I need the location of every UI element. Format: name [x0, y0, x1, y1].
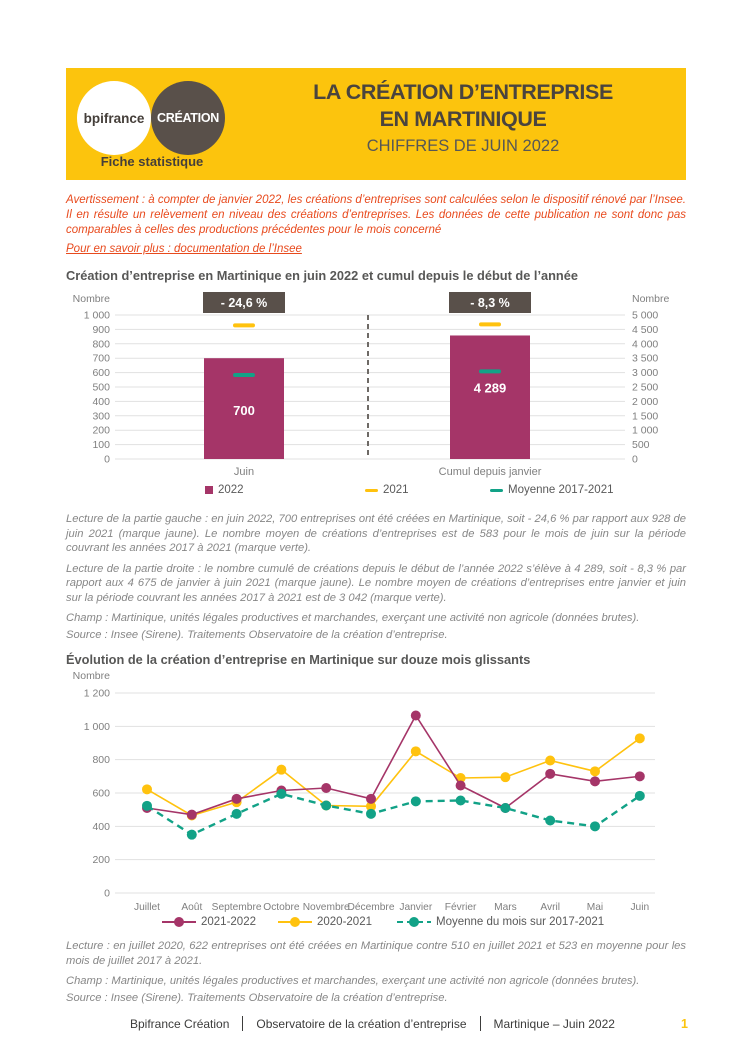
svg-text:Mai: Mai [587, 902, 603, 913]
svg-text:300: 300 [92, 410, 110, 422]
svg-text:Mars: Mars [494, 902, 517, 913]
svg-text:600: 600 [92, 367, 110, 379]
svg-text:4 500: 4 500 [632, 324, 658, 336]
bar-chart-legend: 2022 2021 Moyenne 2017-2021 [66, 484, 686, 501]
svg-text:100: 100 [92, 439, 110, 451]
svg-text:500: 500 [632, 439, 650, 451]
source-note: Source : Insee (Sirene). Traitements Obs… [66, 628, 448, 641]
svg-text:1 200: 1 200 [84, 688, 110, 700]
page-title-line1: LA CRÉATION D’ENTREPRISE [313, 80, 613, 104]
svg-text:- 8,3 %: - 8,3 % [470, 296, 510, 310]
svg-text:2 000: 2 000 [632, 396, 658, 408]
footer-separator [479, 1016, 481, 1031]
svg-text:Juin: Juin [234, 466, 254, 478]
svg-text:400: 400 [92, 396, 110, 408]
svg-text:3 000: 3 000 [632, 367, 658, 379]
svg-text:Juillet: Juillet [134, 902, 160, 913]
source-note-2: Source : Insee (Sirene). Traitements Obs… [66, 991, 448, 1004]
svg-text:700: 700 [233, 403, 255, 418]
bar-chart-title: Création d’entreprise en Martinique en j… [66, 268, 578, 283]
line-chart-title: Évolution de la création d’entreprise en… [66, 652, 531, 667]
bar-chart-notes: Lecture de la partie gauche : en juin 20… [66, 512, 686, 642]
svg-text:4 289: 4 289 [474, 380, 507, 395]
svg-text:Août: Août [181, 902, 202, 913]
document-header: bpifrance CRÉATION Fiche statistique LA … [66, 68, 686, 180]
svg-text:3 500: 3 500 [632, 353, 658, 365]
line-chart-notes: Lecture : en juillet 2020, 622 entrepris… [66, 939, 686, 1005]
svg-text:Décembre: Décembre [348, 902, 395, 913]
line-chart: 0 200 400 600 800 1 000 1 200 Nombre Juillet Août… [73, 671, 655, 913]
svg-text:700: 700 [92, 353, 110, 365]
insee-warning-text: Avertissement : à compter de janvier 202… [66, 194, 686, 236]
legend-item: Moyenne du mois sur 2017-2021 [397, 916, 604, 928]
champ-note-2: Champ : Martinique, unités légales produ… [66, 975, 640, 987]
bpifrance-logo-text: bpifrance [83, 110, 145, 126]
header-tagline: Fiche statistique [100, 154, 204, 169]
line-chart-legend: 2021-2022 2020-2021 Moyenne du mois sur 20… [66, 916, 686, 933]
svg-text:Nombre: Nombre [73, 671, 111, 682]
svg-text:1 000: 1 000 [632, 425, 658, 437]
svg-text:Octobre: Octobre [263, 902, 300, 913]
bar-chart: 0 100 200 300 400 500 600 700 800 900 1 000 0 500 1 0… [73, 292, 670, 478]
svg-text:2 500: 2 500 [632, 382, 658, 394]
footer-separator [242, 1016, 244, 1031]
lecture-note-2: Lecture : en juillet 2020, 622 entrepris… [66, 940, 686, 967]
creation-logo: CRÉATION [151, 81, 225, 155]
svg-text:Nombre: Nombre [632, 293, 670, 305]
insee-documentation-link[interactable]: Pour en savoir plus : documentation de l… [66, 243, 302, 255]
creation-logo-text: CRÉATION [157, 111, 219, 125]
svg-text:Janvier: Janvier [399, 902, 432, 913]
svg-text:Cumul depuis janvier: Cumul depuis janvier [439, 466, 542, 478]
bpifrance-logo: bpifrance [77, 81, 151, 155]
svg-text:- 24,6 %: - 24,6 % [221, 296, 268, 310]
champ-note: Champ : Martinique, unités légales produ… [66, 612, 640, 624]
page-footer: Bpifrance Création Observatoire de la cr… [130, 1016, 688, 1031]
legend-item: 2021 [365, 484, 409, 496]
legend-item: Moyenne 2017-2021 [490, 484, 614, 496]
svg-text:200: 200 [92, 425, 110, 437]
svg-text:Novembre: Novembre [303, 902, 350, 913]
svg-text:0: 0 [104, 888, 110, 900]
footer-item-observatoire: Observatoire de la création d’entreprise [256, 1016, 467, 1031]
svg-text:Juin: Juin [630, 902, 649, 913]
svg-text:900: 900 [92, 324, 110, 336]
page-number: 1 [681, 1016, 688, 1031]
svg-text:Nombre: Nombre [73, 293, 111, 305]
svg-text:0: 0 [104, 454, 110, 466]
page-title-line2: EN MARTINIQUE [379, 107, 547, 131]
header-titles: LA CRÉATION D’ENTREPRISE EN MARTINIQUE C… [246, 79, 680, 156]
svg-text:200: 200 [92, 854, 110, 866]
svg-text:800: 800 [92, 754, 110, 766]
svg-text:0: 0 [632, 454, 638, 466]
svg-text:600: 600 [92, 788, 110, 800]
svg-text:4 000: 4 000 [632, 338, 658, 350]
legend-item: 2022 [205, 484, 244, 496]
svg-text:Septembre: Septembre [212, 902, 262, 913]
svg-text:500: 500 [92, 382, 110, 394]
svg-text:1 000: 1 000 [84, 310, 110, 322]
svg-text:1 500: 1 500 [632, 410, 658, 422]
lecture-right-note: Lecture de la partie droite : le nombre … [66, 562, 686, 604]
svg-text:Février: Février [445, 902, 477, 913]
footer-item-brand: Bpifrance Création [130, 1016, 230, 1031]
svg-text:Avril: Avril [540, 902, 560, 913]
legend-item: 2021-2022 [162, 916, 256, 928]
svg-text:400: 400 [92, 821, 110, 833]
svg-text:1 000: 1 000 [84, 721, 110, 733]
page-subtitle: CHIFFRES DE JUIN 2022 [366, 137, 560, 155]
svg-text:5 000: 5 000 [632, 310, 658, 322]
lecture-left-note: Lecture de la partie gauche : en juin 20… [66, 513, 686, 554]
legend-item: 2020-2021 [278, 916, 372, 928]
footer-item-edition: Martinique – Juin 2022 [493, 1016, 615, 1031]
svg-text:800: 800 [92, 338, 110, 350]
